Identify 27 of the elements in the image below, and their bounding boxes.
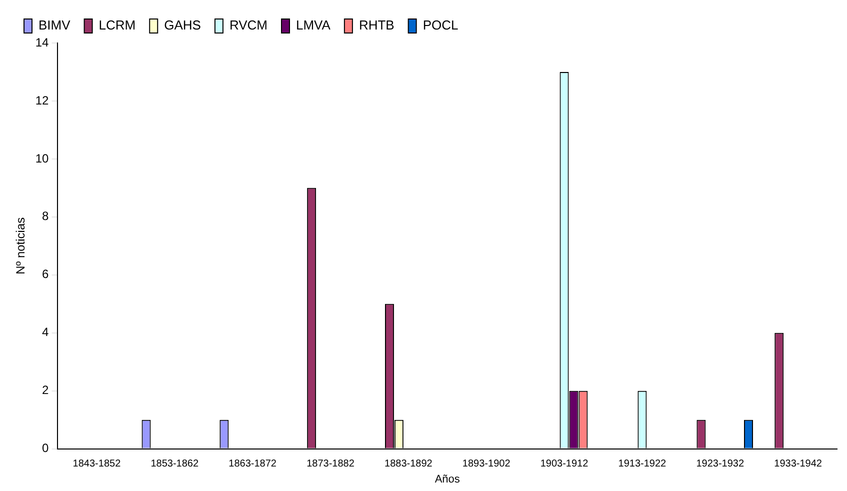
legend-label: BIMV xyxy=(38,18,71,33)
legend-label: LMVA xyxy=(296,18,331,33)
x-tick-label: 1853-1862 xyxy=(150,458,199,470)
y-tick-label: 8 xyxy=(42,209,50,224)
y-tick-label: 4 xyxy=(42,325,50,340)
y-axis-title: Nº noticias xyxy=(14,217,28,274)
legend-label: RVCM xyxy=(229,18,268,33)
y-tick-label: 0 xyxy=(42,441,50,456)
legend-label: RHTB xyxy=(358,18,394,33)
x-tick-label: 1893-1902 xyxy=(462,458,511,470)
y-tick-label: 10 xyxy=(35,151,50,166)
x-tick-label: 1903-1912 xyxy=(540,458,589,470)
y-tick-label: 12 xyxy=(35,93,50,108)
legend-label: LCRM xyxy=(98,18,136,33)
y-tick-label: 14 xyxy=(35,35,50,50)
x-tick-label: 1873-1882 xyxy=(306,458,355,470)
y-tick-label: 2 xyxy=(42,383,50,398)
legend-label: GAHS xyxy=(164,18,202,33)
x-tick-label: 1933-1942 xyxy=(774,458,822,470)
x-tick-label: 1863-1872 xyxy=(228,458,277,470)
x-tick-label: 1883-1892 xyxy=(384,458,433,470)
x-axis-title: Años xyxy=(434,473,460,486)
x-tick-label: 1843-1852 xyxy=(72,458,122,470)
x-tick-label: 1913-1922 xyxy=(618,458,667,470)
x-tick-label: 1923-1932 xyxy=(696,458,744,470)
y-tick-label: 6 xyxy=(42,267,50,282)
legend-label: POCL xyxy=(422,18,458,33)
